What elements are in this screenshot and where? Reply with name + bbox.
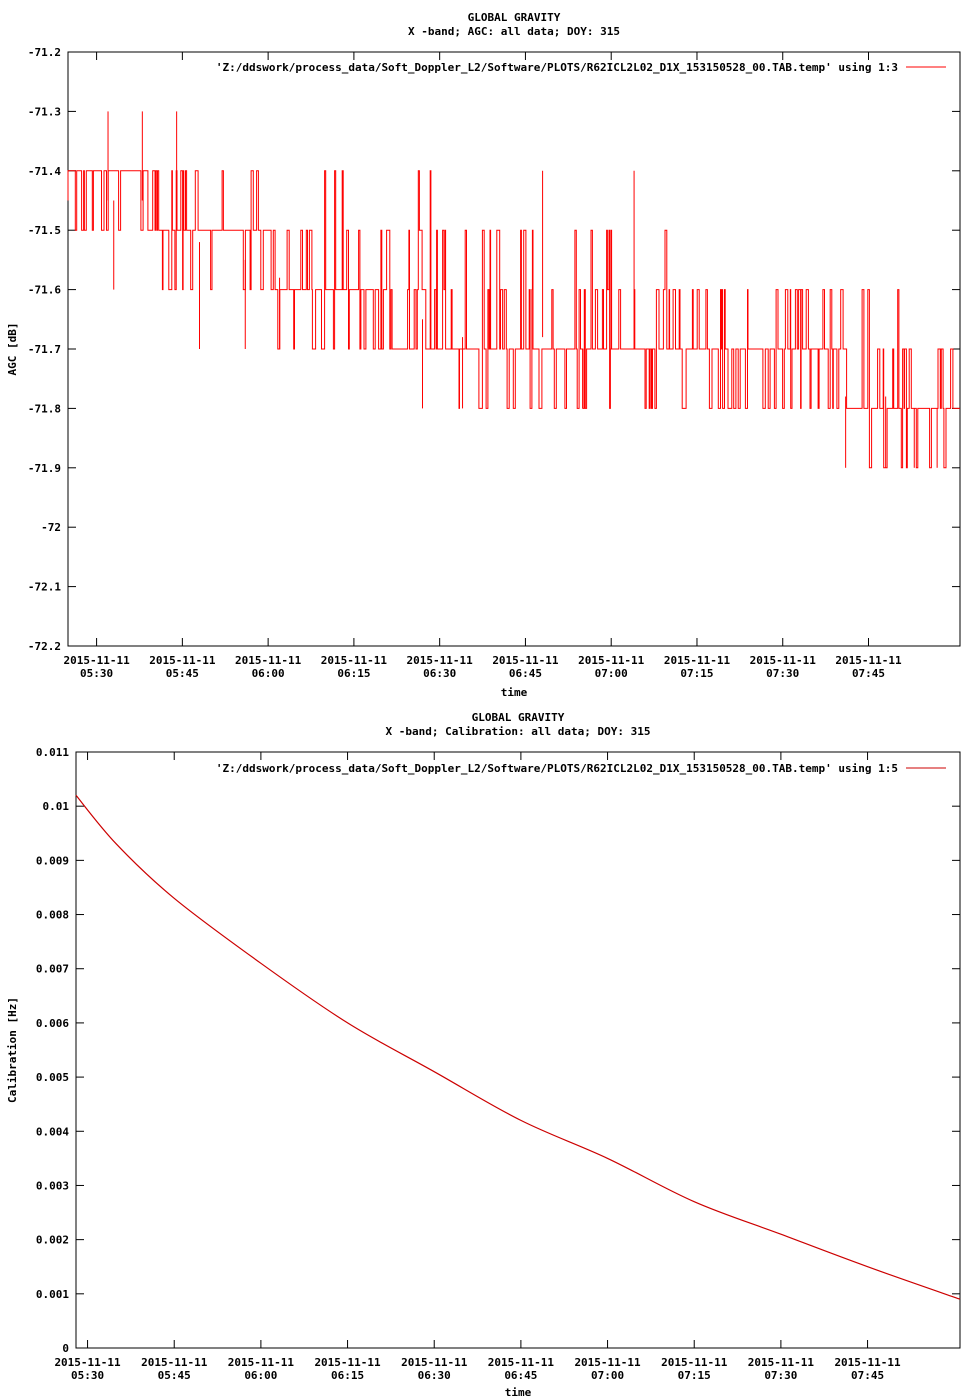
y-tick-label: 0.004 bbox=[36, 1125, 69, 1138]
x-tick-label-time: 07:30 bbox=[764, 1369, 797, 1382]
y-tick-label: 0.001 bbox=[36, 1288, 69, 1301]
y-tick-label: 0.01 bbox=[43, 800, 70, 813]
x-tick-label-time: 07:45 bbox=[852, 667, 885, 680]
x-tick-label-date: 2015-11-11 bbox=[492, 654, 559, 667]
legend-label: 'Z:/ddswork/process_data/Soft_Doppler_L2… bbox=[216, 61, 898, 74]
y-tick-label: 0.002 bbox=[36, 1234, 69, 1247]
y-tick-label: -71.2 bbox=[28, 46, 61, 59]
x-tick-label-date: 2015-11-11 bbox=[574, 1356, 641, 1369]
plot-frame bbox=[75, 751, 961, 1349]
y-tick-label: 0.003 bbox=[36, 1179, 69, 1192]
x-tick-label-date: 2015-11-11 bbox=[54, 1356, 121, 1369]
x-tick-label-date: 2015-11-11 bbox=[835, 654, 902, 667]
x-tick-label-time: 07:00 bbox=[595, 667, 628, 680]
y-tick-label: 0.005 bbox=[36, 1071, 69, 1084]
x-tick-label-time: 05:45 bbox=[158, 1369, 191, 1382]
x-tick-label-time: 07:15 bbox=[678, 1369, 711, 1382]
x-tick-label-date: 2015-11-11 bbox=[488, 1356, 555, 1369]
x-tick-label-date: 2015-11-11 bbox=[834, 1356, 901, 1369]
y-axis-label: AGC [dB] bbox=[6, 323, 19, 376]
y-tick-label: 0.009 bbox=[36, 854, 69, 867]
x-tick-label-time: 07:15 bbox=[680, 667, 713, 680]
x-tick-label-time: 05:30 bbox=[80, 667, 113, 680]
x-tick-label-time: 06:15 bbox=[337, 667, 370, 680]
x-tick-label-date: 2015-11-11 bbox=[321, 654, 388, 667]
x-tick-label-date: 2015-11-11 bbox=[750, 654, 817, 667]
y-tick-label: 0.007 bbox=[36, 963, 69, 976]
x-tick-label-time: 06:15 bbox=[331, 1369, 364, 1382]
x-tick-label-date: 2015-11-11 bbox=[314, 1356, 381, 1369]
y-tick-label: -71.8 bbox=[28, 402, 61, 415]
x-tick-label-date: 2015-11-11 bbox=[141, 1356, 208, 1369]
y-tick-label: -72 bbox=[41, 521, 61, 534]
x-tick-label-time: 06:30 bbox=[418, 1369, 451, 1382]
x-tick-label-date: 2015-11-11 bbox=[407, 654, 474, 667]
x-tick-label-date: 2015-11-11 bbox=[63, 654, 130, 667]
y-tick-label: 0.006 bbox=[36, 1017, 69, 1030]
y-tick-label: 0 bbox=[62, 1342, 69, 1355]
x-tick-label-time: 06:30 bbox=[423, 667, 456, 680]
y-tick-label: -71.6 bbox=[28, 284, 61, 297]
y-tick-label: -71.9 bbox=[28, 462, 61, 475]
chart-title: GLOBAL GRAVITY bbox=[472, 711, 565, 724]
y-tick-label: 0.008 bbox=[36, 909, 69, 922]
x-tick-label-time: 06:45 bbox=[504, 1369, 537, 1382]
series-line bbox=[75, 794, 961, 1300]
chart-title: GLOBAL GRAVITY bbox=[468, 11, 561, 24]
y-tick-label: -72.1 bbox=[28, 581, 61, 594]
chart-subtitle: X -band; Calibration: all data; DOY: 315 bbox=[386, 725, 651, 738]
x-tick-label-date: 2015-11-11 bbox=[149, 654, 216, 667]
x-tick-label-date: 2015-11-11 bbox=[661, 1356, 728, 1369]
x-axis-label: time bbox=[501, 686, 528, 699]
x-tick-label-date: 2015-11-11 bbox=[664, 654, 731, 667]
x-tick-label-time: 07:30 bbox=[766, 667, 799, 680]
x-tick-label-time: 06:45 bbox=[509, 667, 542, 680]
y-tick-label: -71.4 bbox=[28, 165, 61, 178]
x-axis-label: time bbox=[505, 1386, 532, 1399]
y-axis-label: Calibration [Hz] bbox=[6, 997, 19, 1103]
x-tick-label-date: 2015-11-11 bbox=[401, 1356, 468, 1369]
x-tick-label-date: 2015-11-11 bbox=[235, 654, 302, 667]
y-tick-label: -71.7 bbox=[28, 343, 61, 356]
x-tick-label-time: 07:45 bbox=[851, 1369, 884, 1382]
x-tick-label-time: 06:00 bbox=[244, 1369, 277, 1382]
y-tick-label: -71.5 bbox=[28, 224, 61, 237]
x-tick-label-time: 05:30 bbox=[71, 1369, 104, 1382]
x-tick-label-date: 2015-11-11 bbox=[748, 1356, 815, 1369]
legend-label: 'Z:/ddswork/process_data/Soft_Doppler_L2… bbox=[216, 762, 898, 775]
x-tick-label-date: 2015-11-11 bbox=[228, 1356, 295, 1369]
x-tick-label-time: 06:00 bbox=[252, 667, 285, 680]
x-tick-label-time: 07:00 bbox=[591, 1369, 624, 1382]
x-tick-label-date: 2015-11-11 bbox=[578, 654, 645, 667]
series-line bbox=[67, 170, 960, 469]
y-tick-label: 0.011 bbox=[36, 746, 69, 759]
chart-subtitle: X -band; AGC: all data; DOY: 315 bbox=[408, 25, 620, 38]
x-tick-label-time: 05:45 bbox=[166, 667, 199, 680]
y-tick-label: -71.3 bbox=[28, 105, 61, 118]
y-tick-label: -72.2 bbox=[28, 640, 61, 653]
